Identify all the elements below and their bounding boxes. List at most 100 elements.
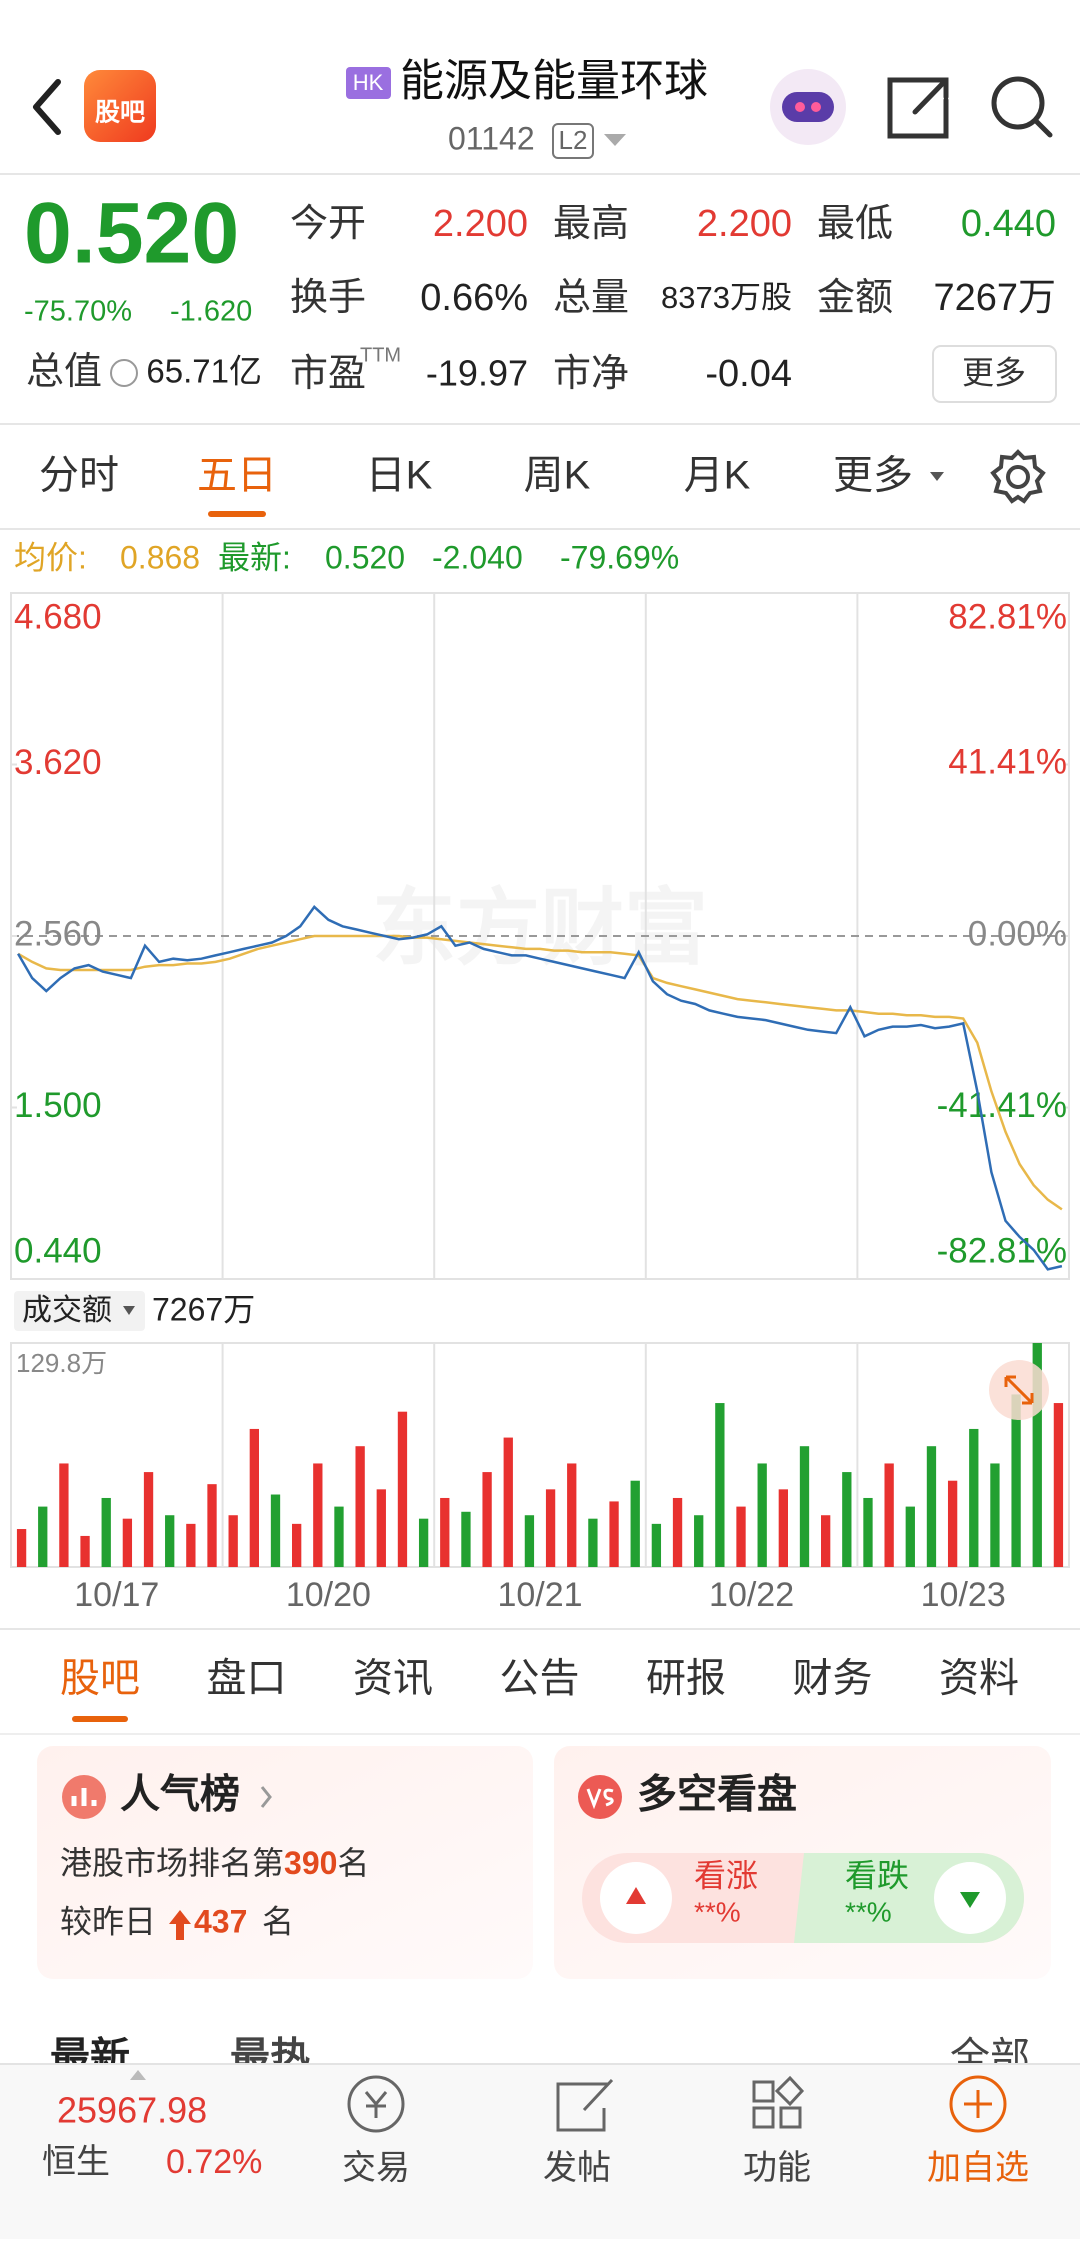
bear-label: 看跌 — [845, 1857, 909, 1893]
volume-bar — [947, 1480, 958, 1567]
more-button[interactable] — [932, 345, 1057, 403]
assistant-face — [782, 92, 834, 122]
volume-bar — [651, 1523, 662, 1567]
field-value: -0.04 — [705, 353, 792, 395]
code-dropdown[interactable] — [604, 134, 626, 146]
nav-label[interactable]: 功能 — [743, 2149, 811, 2187]
bottom-bar — [0, 2064, 1080, 2239]
volume-bar — [228, 1515, 238, 1567]
field-label: 总量 — [553, 277, 629, 319]
y-tick-label: 1.500 — [14, 1086, 102, 1125]
chart-tab[interactable]: 月K — [684, 454, 751, 498]
tab-underline — [72, 1716, 128, 1722]
volume-bar — [334, 1506, 344, 1567]
field-label: 最高 — [553, 203, 629, 245]
info-icon[interactable] — [110, 359, 138, 387]
content-tab[interactable]: 研报 — [646, 1657, 726, 1701]
volume-bar — [588, 1518, 598, 1567]
volume-frame — [10, 1342, 1070, 1568]
chart-tab[interactable]: 周K — [524, 454, 591, 498]
stock-title: 能源及能量环球 — [400, 57, 708, 106]
content-tab[interactable]: 资讯 — [353, 1657, 433, 1701]
level-box — [552, 123, 594, 159]
search-icon[interactable] — [991, 76, 1053, 138]
volume-bar — [207, 1484, 217, 1567]
field-value: 8373万股 — [661, 280, 792, 315]
rank-suffix: 名 — [337, 1845, 369, 1881]
nav-label[interactable]: 发帖 — [543, 2149, 611, 2187]
chart-tab[interactable]: 更多 — [833, 454, 913, 498]
chart-tab[interactable]: 分时 — [39, 454, 119, 498]
volume-bar — [440, 1497, 450, 1567]
tab-dropdown — [930, 472, 944, 481]
trade-icon-yen — [364, 2091, 388, 2118]
watch-plus — [964, 2090, 992, 2118]
content-tab[interactable]: 资料 — [939, 1657, 1019, 1701]
volume-bar — [165, 1515, 175, 1567]
settings-icon[interactable] — [990, 449, 1046, 504]
field-value: 65.71亿 — [146, 353, 262, 390]
stock-code: 01142 — [448, 120, 535, 156]
content-tab[interactable]: 股吧 — [60, 1657, 140, 1701]
chevron — [260, 1786, 272, 1808]
y2-tick-label: 41.41% — [948, 743, 1067, 782]
volume-bar — [59, 1463, 69, 1567]
bull-arrow — [626, 1887, 646, 1904]
y2-tick-label: 0.00% — [968, 914, 1067, 953]
index-toggle[interactable] — [130, 2070, 146, 2080]
share-icon[interactable] — [887, 77, 949, 139]
watch-icon[interactable] — [949, 2075, 1007, 2133]
post-icon[interactable] — [556, 2078, 614, 2132]
back-button[interactable] — [33, 79, 61, 135]
volume-bar — [1053, 1403, 1064, 1567]
index-value[interactable]: 25967.98 — [57, 2090, 207, 2131]
avg-label: 均价: — [14, 539, 87, 575]
assistant-eye — [811, 102, 821, 112]
bear-arrow — [960, 1892, 980, 1908]
index-change[interactable]: 0.72% — [166, 2143, 262, 2181]
volume-bar — [1032, 1343, 1042, 1567]
volume-bar — [884, 1463, 894, 1567]
field-label: 金额 — [817, 277, 893, 319]
field-label: 今开 — [290, 203, 366, 245]
average-line — [17, 934, 1063, 1211]
volume-bar — [313, 1463, 323, 1567]
index-name[interactable]: 恒生 — [42, 2143, 110, 2181]
volume-title: 成交额 — [22, 1294, 112, 1327]
logo[interactable] — [84, 70, 156, 142]
volume-bar — [524, 1515, 535, 1567]
volume-bar — [355, 1446, 365, 1567]
field-label: 换手 — [290, 277, 366, 319]
volume-bar — [736, 1506, 746, 1567]
divider — [0, 1733, 1080, 1735]
tools-icon[interactable] — [752, 2075, 805, 2129]
volume-bar — [503, 1437, 513, 1567]
volume-bar — [461, 1511, 471, 1567]
content-tab[interactable]: 财务 — [793, 1657, 873, 1701]
popularity-card[interactable] — [37, 1746, 533, 1979]
field-value: 0.66% — [420, 277, 528, 319]
chart-tab[interactable]: 五日 — [197, 454, 277, 498]
field-label: 市盈 — [290, 353, 366, 395]
field-label: 市净 — [553, 353, 629, 395]
volume-bar — [1011, 1394, 1021, 1567]
rank-prefix: 港股市场排名第 — [60, 1845, 284, 1881]
card-title: 多空看盘 — [637, 1772, 797, 1817]
content-tab[interactable]: 公告 — [500, 1657, 580, 1701]
volume-bar — [143, 1472, 154, 1567]
field-value: 2.200 — [697, 203, 792, 245]
y-tick-label: 3.620 — [14, 743, 102, 782]
y-tick-label: 129.8万 — [16, 1348, 107, 1378]
nav-label[interactable]: 交易 — [342, 2149, 410, 2187]
nav-label[interactable]: 加自选 — [927, 2149, 1029, 2187]
volume-bar — [186, 1523, 196, 1567]
level-text: L2 — [559, 125, 588, 155]
logo-text: 股吧 — [95, 99, 145, 127]
volume-bar — [990, 1463, 1000, 1567]
content-tab[interactable]: 盘口 — [207, 1657, 287, 1701]
chart-tab[interactable]: 日K — [366, 454, 433, 498]
volume-bar — [80, 1535, 90, 1567]
trade-icon[interactable] — [347, 2075, 405, 2133]
y2-tick-label: -82.81% — [937, 1231, 1067, 1270]
